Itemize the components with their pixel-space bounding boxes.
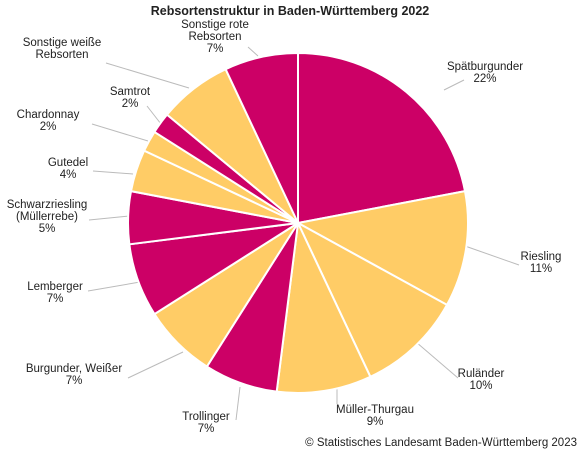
leader-line [146,105,162,125]
slice-label: Sonstige rote Rebsorten 7% [181,19,249,55]
slice-label-line: Rebsorten [188,31,241,43]
slice-label-line: 2% [122,98,139,110]
slice-label-line: 5% [39,223,56,235]
pie-slice [224,51,299,224]
leader-line [92,170,134,175]
slice-label-line: Spätburgunder [447,61,523,73]
leader-line [87,281,141,292]
copyright-note: © Statistisches Landesamt Baden-Württemb… [305,437,577,449]
leader-line [88,215,130,221]
leader-line [235,386,241,421]
slice-label: Burgunder, Weißer 7% [26,363,122,387]
slice-label-line: Trollinger [182,411,230,423]
leader-line [247,46,259,57]
slice-label: Schwarzriesling (Müllerrebe) 5% [7,199,88,235]
slice-label-line: 9% [367,416,384,428]
slice-label-line: Burgunder, Weißer [26,363,122,375]
leader-lines [87,46,520,421]
leader-line [415,341,459,379]
slice-label: Müller-Thurgau 9% [336,404,414,428]
pie-slice [275,219,372,394]
slice-label-line: 11% [530,263,552,275]
slice-label-line: 7% [198,423,215,435]
pie-slices [126,51,469,394]
slice-label-line: Riesling [521,251,562,263]
slice-label: Ruländer 10% [458,368,505,392]
leader-line [105,62,190,89]
slice-label: Sonstige weiße Rebsorten [23,37,102,61]
pie-slice [295,220,449,379]
chart-title: Rebsortenstruktur in Baden-Württemberg 2… [151,4,430,18]
slice-label-line: 7% [66,375,83,387]
slice-label-line: Sonstige weiße [23,37,102,49]
leader-line [443,79,465,91]
slice-label-line: 10% [469,380,492,392]
slice-label-line: Ruländer [458,368,505,380]
slice-label-line: 7% [47,293,64,305]
slice-label-line: Rebsorten [35,49,88,61]
slice-label-line: Lemberger [27,281,83,293]
slice-label-line: 22% [473,73,496,85]
slice-label-line: Müller-Thurgau [336,404,414,416]
slice-label-line: Chardonnay [17,109,80,121]
slice-label-line: Samtrot [110,86,151,98]
slice-label-line: Sonstige rote [181,19,249,31]
leader-line [127,351,184,379]
slice-label: Chardonnay 2% [17,109,80,133]
slice-label-line: Gutedel [48,157,88,169]
slice-label-line: Schwarzriesling [7,199,88,211]
slice-label-line: (Müllerrebe) [16,211,78,223]
pie-slice [297,51,467,225]
slice-label: Samtrot 2% [110,86,151,110]
slice-labels: Spätburgunder 22% Riesling 11% Ruländer 10% Mü… [7,19,562,435]
pie-slice [295,189,469,307]
slice-label-line: 2% [40,121,57,133]
slice-label-line: 7% [207,43,224,55]
slice-label: Spätburgunder 22% [447,61,523,85]
slice-label: Trollinger 7% [182,411,230,435]
slice-label-line: 4% [60,169,77,181]
slice-label: Gutedel 4% [48,157,88,181]
leader-line [91,123,149,142]
slice-label: Lemberger 7% [27,281,83,305]
leader-line [464,245,520,266]
slice-label: Riesling 11% [521,251,562,275]
